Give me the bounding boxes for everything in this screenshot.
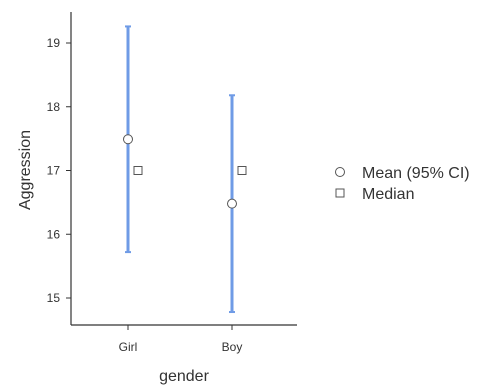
y-tick-label-16: 16	[47, 227, 61, 241]
x-tick-label-girl: Girl	[119, 340, 138, 354]
x-tick-label-boy: Boy	[222, 340, 243, 354]
plot-area	[123, 25, 247, 314]
legend-median-label: Median	[362, 186, 414, 203]
median-point-boy	[237, 166, 247, 175]
y-axis-title: Aggression	[17, 130, 34, 210]
mean-point-girl	[123, 134, 133, 145]
legend-mean-label: Mean (95% CI)	[362, 165, 470, 182]
y-tick-label-19: 19	[47, 36, 61, 50]
y-tick-label-17: 17	[47, 164, 61, 178]
y-tick-label-18: 18	[47, 100, 61, 114]
legend-median-marker	[335, 188, 345, 198]
y-axis-ticks: 15 16 17 18 19	[47, 36, 71, 305]
mean-point-boy	[227, 198, 237, 209]
legend-mean-marker	[335, 167, 345, 177]
x-axis-title: gender	[159, 368, 209, 385]
median-point-girl	[133, 166, 143, 175]
legend: Mean (95% CI) Median	[335, 165, 470, 203]
y-tick-label-15: 15	[47, 291, 61, 305]
x-axis-ticks: Girl Boy	[119, 325, 243, 354]
